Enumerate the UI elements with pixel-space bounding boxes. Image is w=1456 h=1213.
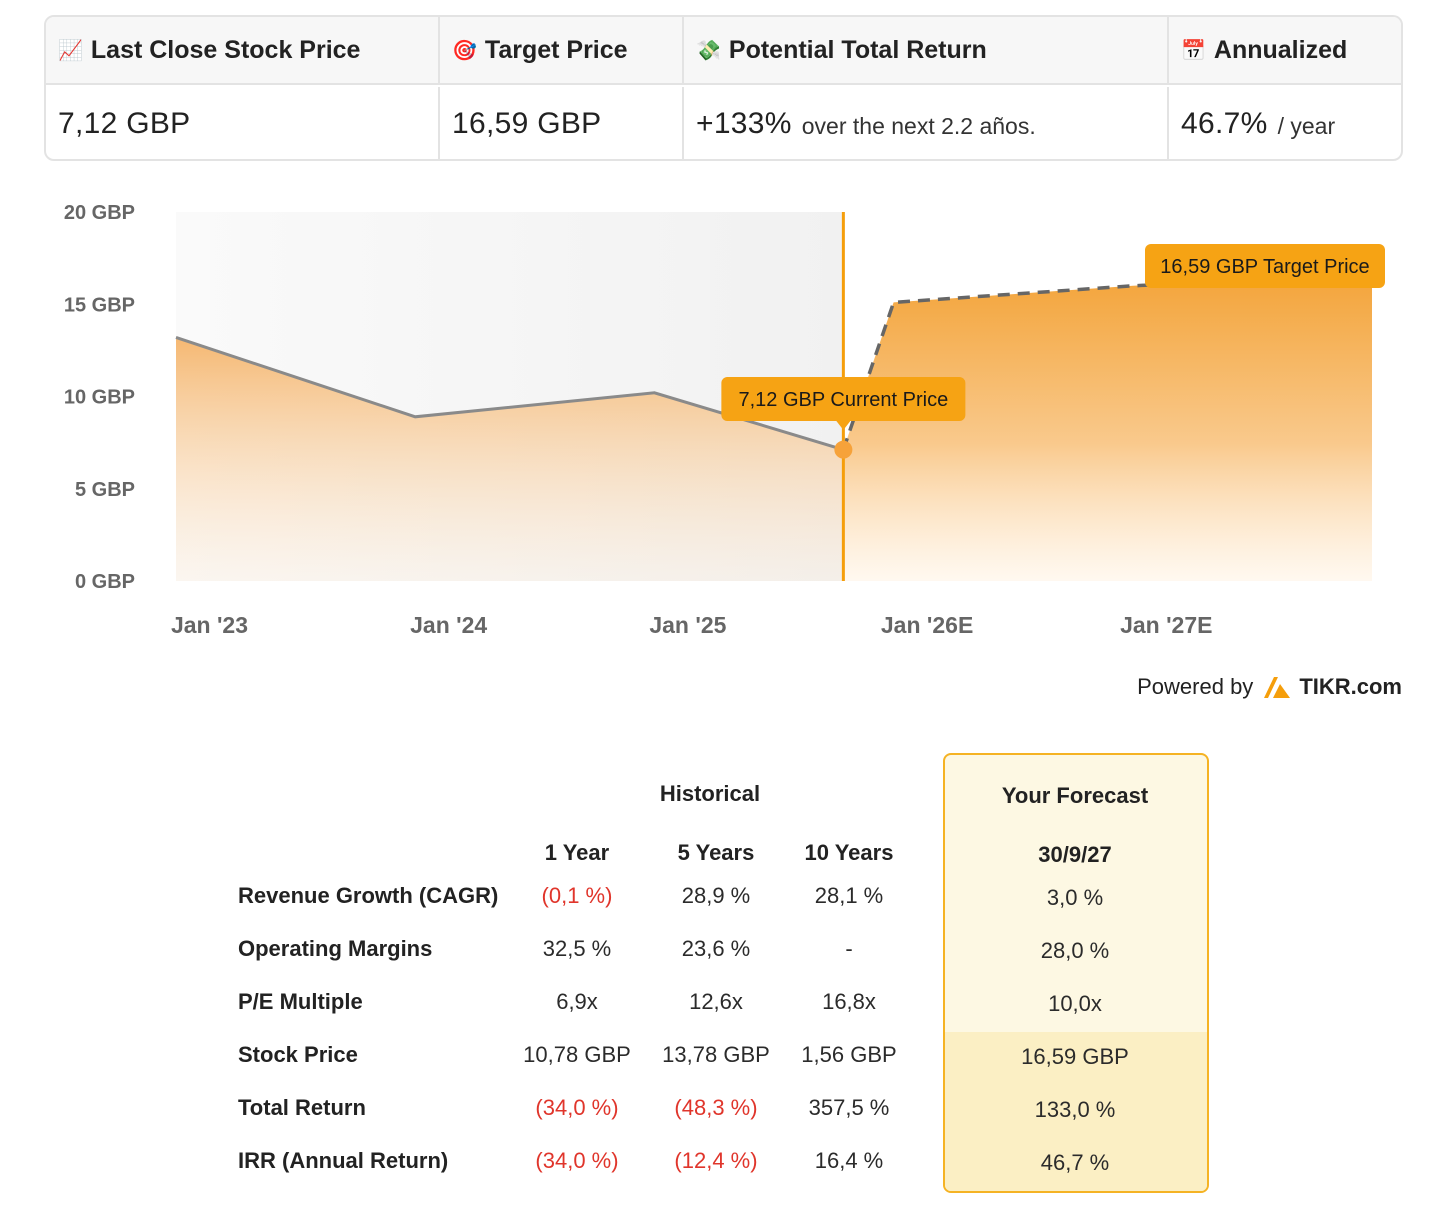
current-price-marker [834,440,853,459]
column-header: 5 Years [677,840,755,865]
row-label: P/E Multiple [238,989,363,1014]
y-tick-label: 15 GBP [64,294,135,316]
x-tick-label: Jan '27E [1120,612,1212,638]
row-label: Operating Margins [238,936,433,961]
table-cell: 32,5 % [542,936,612,961]
annualized-value: 46.7% [1181,107,1268,140]
annotations: 7,12 GBP Current Price 16,59 GBP Target P… [721,244,1385,430]
annualized-note: / year [1277,113,1336,139]
row-label: Revenue Growth (CAGR) [238,883,499,908]
plot-area [175,212,1373,581]
table-cell: (34,0 %) [535,1148,619,1173]
summary-table: 📈 Last Close Stock Price 🎯 Target Price … [44,15,1403,161]
x-tick-label: Jan '25 [649,612,726,638]
table-cell: (12,4 %) [674,1148,758,1173]
row-label: IRR (Annual Return) [238,1148,449,1173]
y-tick-label: 10 GBP [64,387,135,409]
table-cell: 6,9x [556,989,598,1014]
x-tick-label: Jan '26E [881,612,973,638]
target-price-value: 16,59 GBP [452,107,602,140]
target-price-callout: 16,59 GBP Target Price [1145,244,1385,288]
current-price-callout-pointer [836,421,851,430]
current-price-callout-box [721,377,966,421]
table-cell: 28,0 % [1040,938,1110,963]
historical-price-line [175,336,844,452]
tikr-logo-icon [1264,677,1291,698]
table-cell: 357,5 % [808,1095,890,1120]
forecast-area [843,274,1372,581]
y-tick-label: 5 GBP [75,479,135,501]
table-cell: 10,0x [1048,991,1102,1016]
current-price-callout-text: 7,12 GBP Current Price [739,389,949,411]
x-tick-label: Jan '23 [171,612,248,638]
value-potential-return: +133% over the next 2.2 años. [684,87,1169,159]
value-annualized: 46.7% / year [1169,87,1401,159]
row-label: Stock Price [238,1042,358,1067]
historical-area [176,337,844,581]
table-cell: 16,8x [822,989,876,1014]
powered-by: Powered by TIKR.com [1137,674,1402,700]
row-label: Total Return [238,1095,366,1120]
y-tick-label: 0 GBP [75,571,135,593]
your-forecast-header: Your Forecast [1001,783,1149,808]
target-price-callout-box [1145,244,1385,288]
table-cell: (0,1 %) [541,883,613,908]
historical-header: Historical [659,781,761,806]
table-cell: 16,59 GBP [1021,1044,1129,1069]
forecast-highlight-band [945,1032,1207,1191]
tikr-brand-link[interactable]: TIKR.com [1299,674,1402,699]
table-cell: 16,4 % [814,1148,884,1173]
header-potential-return: 💸 Potential Total Return [684,17,1169,83]
table-cell: 3,0 % [1046,885,1104,910]
column-header: 10 Years [804,840,894,865]
header-last-close-label: Last Close Stock Price [90,35,361,64]
table-cell: (48,3 %) [674,1095,758,1120]
potential-return-note: over the next 2.2 años. [801,113,1036,139]
table-cell: 46,7 % [1040,1150,1110,1175]
table-cell: - [845,936,853,961]
x-tick-label: Jan '24 [410,612,487,638]
target-icon: 🎯 [452,38,477,62]
header-annualized-label: Annualized [1213,35,1348,64]
header-target-price-label: Target Price [484,35,628,64]
potential-return-value: +133% [696,107,792,140]
target-price-callout-text: 16,59 GBP Target Price [1160,256,1369,278]
value-target-price: 16,59 GBP [440,87,684,159]
current-price-callout: 7,12 GBP Current Price [721,377,966,430]
summary-header-row: 📈 Last Close Stock Price 🎯 Target Price … [46,17,1401,85]
table-cell: 13,78 GBP [662,1042,770,1067]
table-cell: 10,78 GBP [523,1042,631,1067]
money-wings-icon: 💸 [696,38,721,62]
your-forecast-panel [943,753,1209,1193]
last-close-value: 7,12 GBP [58,107,191,140]
table-cell: 28,9 % [681,883,751,908]
table-cell: 1,56 GBP [801,1042,897,1067]
table-cell: 23,6 % [681,936,751,961]
header-annualized: 📅 Annualized [1169,17,1401,83]
column-header: 1 Year [544,840,610,865]
header-target-price: 🎯 Target Price [440,17,684,83]
summary-values-row: 7,12 GBP 16,59 GBP +133% over the next 2… [46,87,1401,159]
value-last-close: 7,12 GBP [46,87,440,159]
powered-by-label: Powered by [1137,674,1254,699]
table-cell: 12,6x [689,989,743,1014]
chart-increasing-icon: 📈 [58,38,83,62]
column-header: 30/9/27 [1038,842,1112,867]
y-axis: 0 GBP 5 GBP 10 GBP 15 GBP 20 GBP [64,202,135,593]
header-potential-return-label: Potential Total Return [728,35,987,64]
y-tick-label: 20 GBP [64,202,135,224]
x-axis: Jan '23 Jan '24 Jan '25 Jan '26E Jan '27E [171,612,1213,638]
table-cell: (34,0 %) [535,1095,619,1120]
table-cell: 28,1 % [814,883,884,908]
calendar-icon: 📅 [1181,38,1206,62]
header-last-close: 📈 Last Close Stock Price [46,17,440,83]
table-cell: 133,0 % [1034,1097,1116,1122]
